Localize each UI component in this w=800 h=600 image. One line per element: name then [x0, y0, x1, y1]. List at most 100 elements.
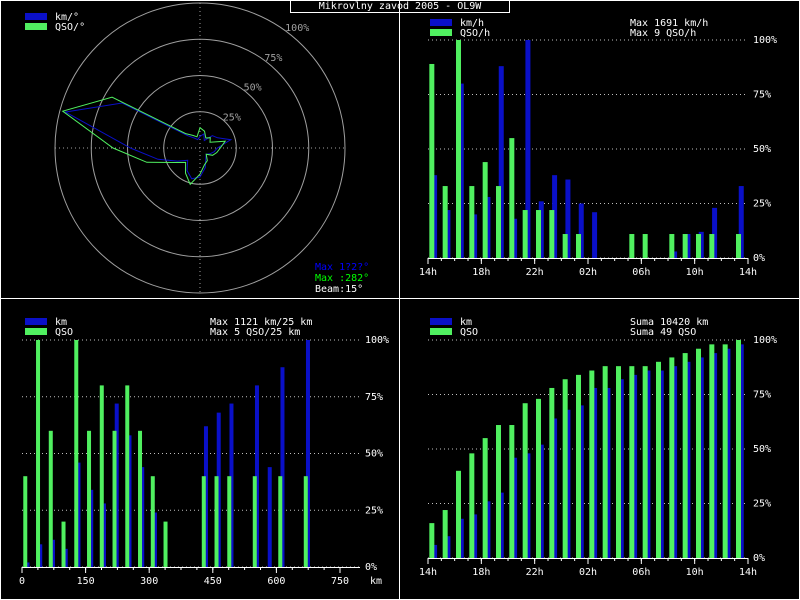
xtick-label: 14h	[419, 267, 437, 278]
bar-qso	[125, 385, 130, 567]
legend-swatch-qso	[25, 328, 47, 335]
bar-qso	[456, 40, 461, 258]
bar-qso	[61, 521, 66, 567]
bar-km	[498, 66, 504, 258]
ytick-label: 0%	[753, 253, 765, 264]
bar-km	[538, 201, 544, 258]
max-info-line: Suma 49 QSO	[630, 327, 696, 338]
bar-km	[305, 340, 310, 567]
bar-qso	[214, 476, 219, 567]
bar-qso	[696, 348, 701, 558]
bar-qso	[456, 470, 461, 558]
ytick-label: 75%	[753, 390, 771, 401]
bar-km	[25, 562, 30, 567]
bar-km	[152, 512, 157, 567]
bar-km	[445, 536, 451, 558]
bar-km	[525, 40, 531, 258]
bar-km	[578, 405, 584, 558]
ytick-label: 100%	[365, 335, 389, 346]
xtick-label: 300	[140, 576, 158, 587]
legend-swatch-km	[25, 318, 47, 325]
max-info-line: Max 5 QSO/25 km	[210, 327, 300, 338]
bar-km	[50, 539, 55, 567]
xtick-label: 750	[331, 576, 349, 587]
bar-qso	[163, 521, 168, 567]
xtick-label: 18h	[472, 567, 490, 578]
bar-qso	[562, 234, 568, 258]
bar-km	[592, 212, 598, 258]
bar-km	[712, 353, 718, 558]
legend-swatch-qso	[430, 328, 452, 335]
bar-qso	[74, 340, 79, 567]
legend-label-km: km	[55, 317, 67, 328]
bar-km	[605, 387, 611, 558]
xtick-label: 600	[267, 576, 285, 587]
bar-qso	[536, 398, 541, 558]
bar-km	[485, 196, 491, 258]
bar-qso	[696, 234, 701, 258]
bar-km	[472, 514, 478, 558]
bar-km	[592, 387, 598, 558]
ytick-label: 25%	[365, 505, 383, 516]
polar-ring-label: 25%	[223, 112, 241, 123]
polar-info-max-qso: Max :282°	[315, 273, 369, 284]
bar-qso	[303, 476, 308, 567]
bar-qso	[522, 403, 528, 558]
bar-km	[525, 453, 531, 558]
bar-km	[101, 503, 106, 567]
bar-qso	[576, 374, 581, 558]
bar-km	[512, 457, 518, 558]
ytick-label: 75%	[365, 392, 383, 403]
xtick-label: 150	[77, 576, 95, 587]
bar-km	[672, 366, 678, 558]
legend-swatch-km	[430, 19, 452, 26]
bar-km	[432, 175, 438, 258]
bar-qso	[99, 385, 104, 567]
bar-qso	[642, 366, 648, 558]
bar-qso	[278, 476, 283, 567]
bar-km	[63, 548, 68, 567]
bar-km	[565, 179, 571, 258]
bar-km	[538, 444, 544, 558]
bar-km	[458, 83, 464, 258]
bar-km	[552, 418, 558, 558]
bar-qso	[602, 366, 608, 558]
bar-km	[645, 370, 651, 558]
max-info-line: Max 1691 km/h	[630, 18, 708, 29]
xtick-label: 10h	[686, 567, 704, 578]
ytick-label: 100%	[753, 35, 777, 46]
bar-km	[127, 435, 132, 567]
bar-qso	[469, 186, 475, 258]
max-info-line: Max 1121 km/25 km	[210, 317, 312, 328]
legend-label-km: km/h	[460, 18, 484, 29]
bar-qso	[509, 138, 515, 258]
xtick-label: 06h	[632, 267, 650, 278]
bar-km	[698, 357, 704, 558]
bar-qso	[682, 234, 688, 258]
bar-km	[203, 426, 208, 567]
ytick-label: 100%	[753, 335, 777, 346]
bar-qso	[736, 340, 741, 558]
bar-qso	[549, 210, 555, 258]
legend-label-qso: QSO/°	[55, 22, 85, 33]
bar-qso	[549, 387, 555, 558]
legend-label-km: km/°	[55, 12, 79, 23]
bar-km	[632, 374, 638, 558]
bar-qso	[482, 438, 488, 558]
bar-km	[685, 361, 691, 558]
xtick-label: 14h	[419, 567, 437, 578]
bar-qso	[48, 430, 53, 567]
legend-swatch-qso	[25, 23, 47, 30]
ytick-label: 25%	[753, 199, 771, 210]
xtick-label: 18h	[472, 267, 490, 278]
bar-km	[89, 489, 94, 567]
bar-km	[140, 467, 145, 567]
polar-ring-label: 100%	[285, 23, 309, 34]
bar-km	[658, 370, 664, 558]
ytick-label: 25%	[753, 499, 771, 510]
xtick-label: 22h	[526, 267, 544, 278]
xtick-label: 02h	[579, 567, 597, 578]
legend-swatch-km	[430, 318, 452, 325]
xtick-label: 22h	[526, 567, 544, 578]
bar-km	[672, 251, 678, 258]
